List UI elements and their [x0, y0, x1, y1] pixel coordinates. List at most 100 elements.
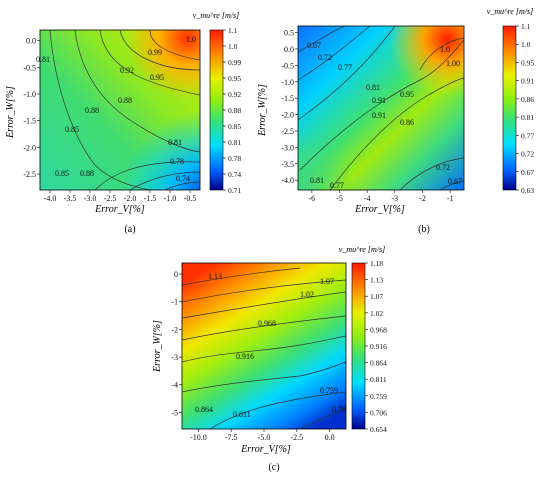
- panel-a-colorbar-title: v_mu^re [m/s]: [193, 11, 239, 20]
- panel-a-frame: [39, 29, 201, 191]
- panel-c-colorbar-tick-label: 0.759: [370, 392, 387, 401]
- panel-b-xtick-label: -1: [447, 194, 454, 203]
- panel-c-colorbar-tick-label: 1.07: [370, 292, 383, 301]
- panel-a-caption: (a): [124, 224, 135, 235]
- panel-c-xtick-label: -2.5: [290, 433, 303, 442]
- panel-b-contour-label: 0.91: [372, 96, 386, 105]
- panel-b-xlabel: Error_V[%]: [354, 204, 405, 215]
- panel-c-ytick-label: 0: [174, 270, 178, 279]
- panel-c-colorbar-tick-label: 0.916: [370, 342, 387, 351]
- panel-a-xtick-label: -2.0: [124, 194, 137, 203]
- panel-c-colorbar-tick-label: 0.654: [370, 425, 387, 434]
- panel-b-contour-label: 0.81: [310, 176, 324, 185]
- panel-c-xtick-label: -5.0: [258, 433, 271, 442]
- panel-a-xtick-label: -3.0: [84, 194, 97, 203]
- panel-c-contour-label: 0.864: [195, 405, 213, 414]
- panel-b-ytick-label: 0.0: [284, 45, 294, 54]
- panel-a-contour-labels: 1.0 0.99 0.95 0.92 0.88 0.88 0.85 0.85 0.88 0.81 0…: [36, 35, 196, 183]
- panel-a-colorbar: [209, 29, 224, 191]
- panel-b-xticks: -6 -5 -4 -3 -2 -1: [308, 190, 454, 203]
- panel-b-colorbar: [502, 25, 517, 191]
- panel-a-ytick-label: -2.0: [23, 143, 36, 152]
- panel-b-contour-labels: 0.67 0.72 0.77 0.81 0.91 0.95 0.91 1.0 1.00 0.86 0…: [307, 41, 462, 190]
- panel-c-contour-lines: [182, 267, 346, 429]
- panel-b-contour-label: 0.77: [338, 63, 352, 72]
- panel-a-contour-label: 0.95: [150, 73, 164, 82]
- panel-a-contour-lines: [49, 30, 200, 190]
- panel-c-ytick-label: -3: [171, 353, 178, 362]
- panel-c-ytick-label: -2: [171, 325, 178, 334]
- panel-b-colorbar-tick-label: 0.81: [521, 113, 534, 122]
- panel-a-ytick-label: 0.0: [26, 37, 36, 46]
- panel-a-colorbar-tick-label: 0.74: [228, 170, 241, 179]
- panel-a-contour-label: 0.74: [176, 174, 190, 183]
- panel-b-ytick-label: 0.5: [284, 29, 294, 38]
- panel-b-frame: [297, 25, 465, 191]
- panel-c-contour-label: 1.02: [300, 290, 314, 299]
- panel-c-contour-labels: 1.13 1.07 1.02 0.968 0.916 0.864 0.811 0.759 0.7…: [195, 272, 346, 419]
- panel-c-colorbar-ticks: 1.18 1.13 1.07 1.02 0.968 0.916 0.864 0.811 0.75…: [365, 259, 387, 434]
- panel-a-contour-label: 0.88: [80, 169, 94, 178]
- panel-c-plot-area: [182, 263, 346, 429]
- panel-c-colorbar: [351, 262, 366, 430]
- panel-b-ytick-label: -1.0: [281, 78, 294, 87]
- panel-a-xtick-label: -2.5: [104, 194, 117, 203]
- panel-b-ylabel: Error_W[%]: [257, 84, 268, 137]
- panel-a-xtick-label: -1.5: [144, 194, 157, 203]
- panel-c-xtick-label: 0.0: [325, 433, 335, 442]
- panel-a-colorbar-tick-label: 1.0: [228, 42, 238, 51]
- panel-c-xlabel: Error_V[%]: [240, 444, 291, 455]
- panel-b-contour-label: 0.67: [448, 177, 462, 186]
- panel-b-colorbar-tick-label: 0.77: [521, 131, 534, 140]
- panel-c-colorbar-tick-label: 0.968: [370, 325, 387, 334]
- panel-b-high-region: [298, 26, 464, 190]
- panel-b-contour-label: 0.67: [307, 41, 321, 50]
- panel-b-colorbar-tick-label: 0.72: [521, 150, 534, 159]
- panel-a-colorbar-ticks: 1.1 1.0 0.99 0.95 0.92 0.88 0.85 0.81 0.78 0.74 0.…: [223, 26, 241, 195]
- panel-a-ytick-label: -0.5: [23, 63, 36, 72]
- panel-b-xtick-label: -3: [391, 194, 398, 203]
- panel-b-contour-label: 0.95: [400, 90, 414, 99]
- panel-a-yticks: 0.0 -0.5 -1.0 -1.5 -2.0 -2.5: [23, 37, 40, 179]
- panel-a-ytick-label: -1.5: [23, 117, 36, 126]
- panel-c-contour-label: 0.759: [320, 386, 338, 395]
- panel-b-xtick-label: -2: [419, 194, 426, 203]
- panel-c-colorbar-tick-label: 0.706: [370, 408, 387, 417]
- panel-a-xticks: -4.0 -3.5 -3.0 -2.5 -2.0 -1.5 -1.0 -0.5: [44, 190, 197, 203]
- panel-a-xtick-label: -1.0: [164, 194, 177, 203]
- panel-c-colorbar-title: v_mu^re [m/s]: [339, 245, 385, 254]
- panel-a-colorbar-tick-label: 0.88: [228, 106, 241, 115]
- panel-b-contour-label: 1.00: [446, 59, 460, 68]
- panel-a-colorbar-tick-label: 0.95: [228, 74, 241, 83]
- panel-b-yticks: 0.5 0.0 -0.5 -1.0 -1.5 -2.0 -2.5 -3.0 -3.5 -4.0: [281, 29, 298, 185]
- panel-b-plot-area: [298, 26, 464, 190]
- panel-a: 1.00.990.950.920.880.880.850.85 0.880.810…: [5, 11, 241, 235]
- panel-c-ytick-label: -4: [171, 381, 178, 390]
- panel-a-contour-label: 0.88: [118, 96, 132, 105]
- panel-a-contour-label: 0.92: [120, 66, 134, 75]
- panel-a-contour-label: 0.85: [65, 125, 79, 134]
- panel-b-xtick-label: -4: [364, 194, 371, 203]
- panel-a-colorbar-tick-label: 0.92: [228, 90, 241, 99]
- panel-a-xtick-label: -4.0: [44, 194, 57, 203]
- panel-b-ytick-label: -2.0: [281, 111, 294, 120]
- panel-b-contour-lines: [298, 26, 464, 190]
- panel-a-contour-label: 1.0: [186, 35, 196, 44]
- panel-a-colorbar-tick-label: 0.78: [228, 154, 241, 163]
- panel-b-xtick-label: -6: [308, 194, 315, 203]
- panel-b-contour-label: 0.91: [372, 111, 386, 120]
- panel-a-plot-area: [40, 30, 200, 190]
- panel-c-xtick-label: -10.0: [190, 433, 207, 442]
- panel-a-xtick-label: -0.5: [184, 194, 197, 203]
- panel-c-ytick-label: -1: [171, 298, 178, 307]
- panel-b-contour-label: 0.81: [366, 83, 380, 92]
- panel-c-xticks: -10.0 -7.5 -5.0 -2.5 0.0: [190, 429, 335, 442]
- panel-a-colorbar-tick-label: 0.71: [228, 186, 241, 195]
- panel-b-colorbar-ticks: 1.1 1.0 0.95 0.91 0.86 0.81 0.77 0.72 0.67 0.63: [516, 22, 534, 195]
- panel-b-contour-label: 0.86: [400, 118, 414, 127]
- panel-a-ylabel: Error_W[%]: [5, 86, 16, 139]
- panel-b-colorbar-tick-label: 0.91: [521, 77, 534, 86]
- panel-a-colorbar-tick-label: 0.81: [228, 138, 241, 147]
- panel-b-caption: (b): [418, 224, 430, 235]
- panel-b: 0.67 0.72 0.77 0.81 0.91 0.95 0.91 1.0 1.00 0.86 0…: [257, 7, 534, 235]
